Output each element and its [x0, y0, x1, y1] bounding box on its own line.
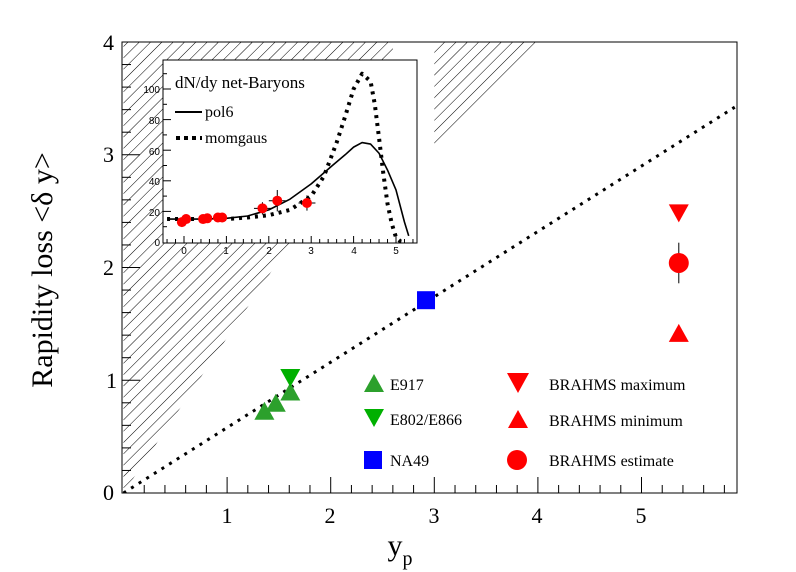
y-tick-0: 0 — [103, 480, 114, 505]
x-axis-title-main: y — [388, 529, 403, 562]
y-axis-title: Rapidity loss <δ y> — [26, 152, 59, 388]
inset-legend-momgaus-label: momgaus — [205, 130, 267, 147]
x-tick-2: 2 — [325, 503, 336, 528]
legend-marker-brahms-est — [507, 450, 527, 470]
inset-data-point — [301, 197, 312, 208]
inset-axis-ticks — [163, 73, 414, 243]
legend-marker-brahms-max — [507, 373, 529, 393]
point-na49 — [417, 291, 436, 310]
point-e917 — [265, 393, 286, 412]
legend-label-brahms-min: BRAHMS minimum — [549, 413, 683, 430]
x-tick-3: 3 — [429, 503, 440, 528]
inset-data-point — [257, 203, 268, 214]
y-tick-1: 1 — [106, 368, 117, 393]
legend-marker-e917 — [364, 374, 384, 392]
inset-data-point — [272, 195, 283, 206]
inset-plot: 0 20 40 60 80 100 0 1 2 3 4 5 dN/dy net-… — [143, 59, 418, 257]
inset-background — [163, 60, 417, 243]
legend-marker-e802 — [364, 409, 384, 427]
x-tick-1: 1 — [222, 503, 233, 528]
y-tick-4: 4 — [103, 30, 114, 55]
inset-y-tick-60: 60 — [149, 147, 161, 158]
inset-x-tick-1: 1 — [223, 246, 229, 257]
inset-curve-momgaus — [167, 71, 405, 243]
point-e917 — [254, 401, 275, 420]
inset-data-point — [202, 213, 213, 224]
legend-label-e802: E802/E866 — [390, 412, 462, 429]
legend: E917 E802/E866 NA49 BRAHMS maximum BRAHM… — [364, 373, 686, 470]
x-tick-4: 4 — [532, 503, 543, 528]
inset-legend-pol6-label: pol6 — [205, 104, 233, 121]
inset-y-tick-100: 100 — [143, 85, 160, 96]
inset-y-tick-20: 20 — [149, 208, 161, 219]
y-tick-2: 2 — [103, 255, 114, 280]
x-axis-title: yp — [388, 529, 413, 570]
inset-frame — [162, 59, 418, 244]
inset-y-tick-80: 80 — [149, 116, 161, 127]
inset-data-point — [217, 212, 228, 223]
point-brahms-estimate — [668, 252, 689, 273]
inset-x-tick-2: 2 — [266, 246, 272, 257]
legend-marker-brahms-min — [508, 410, 528, 428]
point-brahms-maximum — [668, 204, 689, 223]
inset-title: dN/dy net-Baryons — [175, 73, 305, 92]
legend-label-e917: E917 — [390, 377, 424, 394]
inset-y-tick-40: 40 — [149, 177, 161, 188]
inset-y-tick-0: 0 — [154, 238, 160, 249]
inset-x-tick-3: 3 — [308, 246, 314, 257]
legend-marker-na49 — [364, 451, 382, 469]
y-tick-3: 3 — [103, 142, 114, 167]
inset-data-point — [181, 214, 192, 225]
point-e802-e866 — [280, 368, 301, 387]
legend-label-brahms-max: BRAHMS maximum — [549, 377, 686, 394]
inset-x-tick-4: 4 — [351, 246, 357, 257]
inset-x-tick-0: 0 — [181, 246, 187, 257]
point-e917 — [280, 382, 301, 401]
point-brahms-minimum — [668, 323, 689, 342]
legend-label-na49: NA49 — [390, 453, 429, 470]
inset-x-tick-5: 5 — [393, 246, 399, 257]
hatched-region-excluded-top — [434, 42, 538, 150]
x-axis-title-sub: p — [403, 548, 413, 570]
legend-label-brahms-est: BRAHMS estimate — [549, 453, 674, 470]
main-data-marks — [254, 204, 689, 420]
main-axis-ticks — [122, 64, 725, 493]
x-tick-5: 5 — [636, 503, 647, 528]
inset-data-points — [176, 189, 316, 228]
